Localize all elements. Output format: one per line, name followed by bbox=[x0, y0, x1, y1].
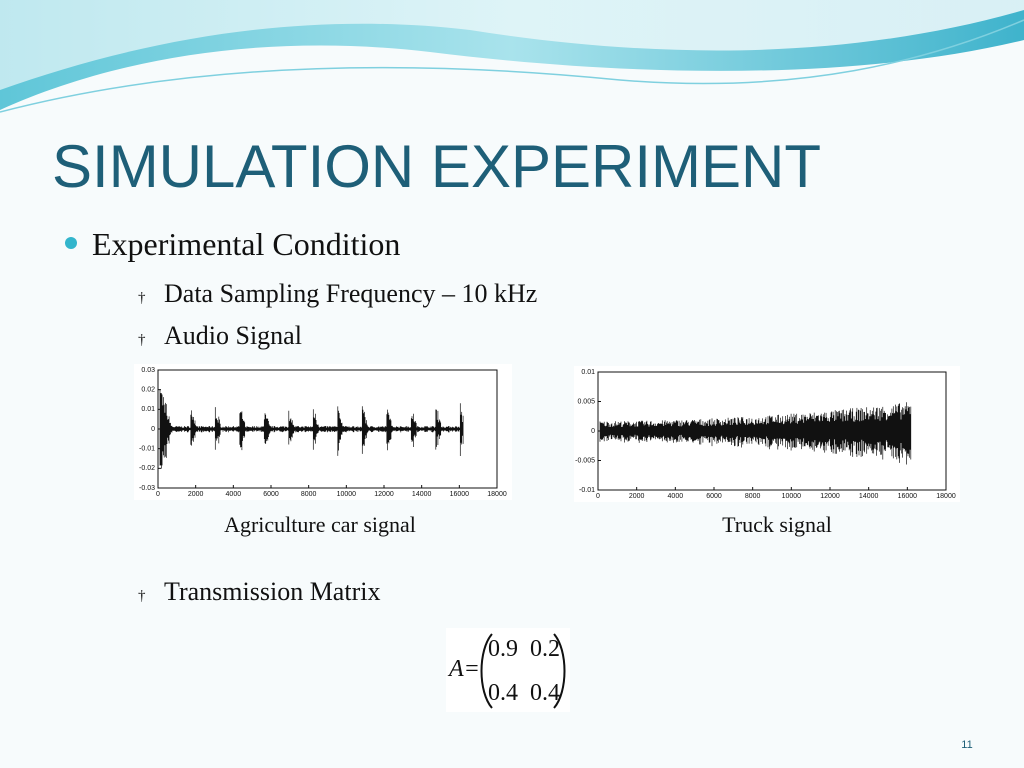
y-tick-label: 0 bbox=[151, 426, 155, 433]
sub-bullet-mark: † bbox=[138, 588, 146, 604]
matrix-label: A= bbox=[447, 656, 480, 682]
sub-bullet-mark: † bbox=[138, 290, 146, 306]
x-tick-label: 18000 bbox=[487, 491, 507, 498]
sub-bullet: Transmission Matrix bbox=[164, 577, 380, 606]
y-tick-label: 0.005 bbox=[577, 398, 595, 405]
y-tick-label: -0.005 bbox=[575, 457, 595, 464]
x-tick-label: 10000 bbox=[782, 493, 802, 500]
y-tick-label: 0.03 bbox=[141, 367, 155, 374]
matrix-paren bbox=[553, 633, 566, 709]
figure-caption: Agriculture car signal bbox=[224, 512, 416, 537]
waveform bbox=[159, 389, 464, 469]
x-tick-label: 6000 bbox=[263, 491, 279, 498]
sub-bullet: Audio Signal bbox=[164, 321, 302, 350]
slide-title: SIMULATION EXPERIMENT bbox=[52, 133, 821, 200]
x-tick-label: 10000 bbox=[337, 491, 357, 498]
x-tick-label: 16000 bbox=[898, 493, 918, 500]
y-tick-label: -0.01 bbox=[579, 487, 595, 494]
y-tick-label: -0.01 bbox=[139, 446, 155, 453]
x-tick-label: 2000 bbox=[188, 491, 204, 498]
x-tick-label: 14000 bbox=[859, 493, 879, 500]
y-tick-label: 0.01 bbox=[141, 406, 155, 413]
bullet: Experimental Condition bbox=[92, 226, 400, 262]
y-tick-label: -0.02 bbox=[139, 465, 155, 472]
y-tick-label: 0 bbox=[591, 428, 595, 435]
x-tick-label: 2000 bbox=[629, 493, 645, 500]
x-tick-label: 12000 bbox=[374, 491, 394, 498]
x-tick-label: 12000 bbox=[820, 493, 840, 500]
y-tick-label: 0.02 bbox=[141, 387, 155, 394]
x-tick-label: 4000 bbox=[226, 491, 242, 498]
matrix-paren bbox=[480, 633, 493, 709]
x-tick-label: 8000 bbox=[745, 493, 761, 500]
x-tick-label: 14000 bbox=[412, 491, 432, 498]
header-line bbox=[0, 19, 1024, 113]
matrix-box bbox=[446, 628, 570, 712]
bullet-dot bbox=[65, 237, 77, 249]
header-wave-light bbox=[0, 0, 1024, 90]
sub-bullet: Data Sampling Frequency – 10 kHz bbox=[164, 279, 537, 308]
y-tick-label: 0.01 bbox=[581, 369, 595, 376]
matrix-cell: 0.4 bbox=[530, 680, 560, 706]
waveform bbox=[599, 402, 912, 465]
x-tick-label: 18000 bbox=[936, 493, 956, 500]
x-tick-label: 8000 bbox=[301, 491, 317, 498]
sub-bullet-mark: † bbox=[138, 332, 146, 348]
matrix-cell: 0.9 bbox=[488, 636, 518, 662]
x-tick-label: 0 bbox=[156, 491, 160, 498]
y-tick-label: -0.03 bbox=[139, 485, 155, 492]
x-tick-label: 0 bbox=[596, 493, 600, 500]
x-tick-label: 16000 bbox=[450, 491, 470, 498]
x-tick-label: 6000 bbox=[706, 493, 722, 500]
matrix-cell: 0.4 bbox=[488, 680, 518, 706]
matrix-cell: 0.2 bbox=[530, 636, 560, 662]
figure-caption: Truck signal bbox=[722, 512, 832, 537]
page-number: 11 bbox=[961, 739, 972, 751]
x-tick-label: 4000 bbox=[668, 493, 684, 500]
